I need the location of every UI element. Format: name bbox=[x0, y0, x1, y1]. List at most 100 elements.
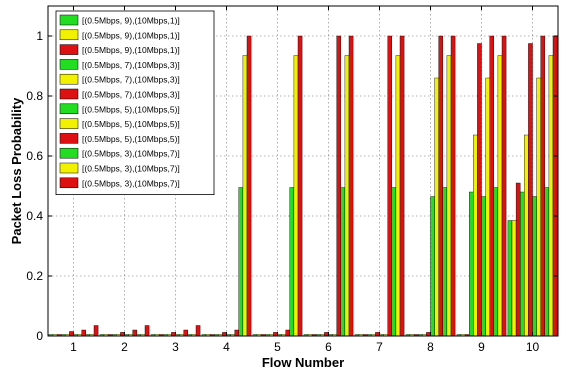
legend-label: [(0.5Mbps, 3),(10Mbps,7)] bbox=[82, 149, 180, 159]
bar bbox=[430, 196, 435, 337]
bar bbox=[144, 325, 150, 337]
legend-swatch bbox=[59, 177, 79, 189]
bar bbox=[391, 187, 397, 337]
bar bbox=[528, 43, 533, 337]
bar bbox=[297, 35, 303, 337]
bar bbox=[120, 332, 125, 337]
bar bbox=[273, 332, 278, 337]
x-tick-label: 9 bbox=[478, 340, 485, 354]
bar bbox=[238, 187, 244, 337]
x-axis-title: Flow Number bbox=[262, 355, 344, 370]
legend-label: [(0.5Mbps, 9),(10Mbps,1)] bbox=[82, 30, 180, 40]
bar bbox=[344, 55, 350, 337]
bar bbox=[324, 332, 329, 337]
legend-label: [(0.5Mbps, 3),(10Mbps,7)] bbox=[82, 164, 180, 174]
x-tick-label: 2 bbox=[121, 340, 128, 354]
bar bbox=[242, 55, 248, 337]
bar bbox=[395, 55, 401, 337]
bar bbox=[481, 196, 486, 337]
bar bbox=[515, 182, 521, 337]
legend-label: [(0.5Mbps, 5),(10Mbps,5)] bbox=[82, 134, 180, 144]
bar bbox=[544, 187, 550, 337]
bar bbox=[375, 332, 380, 337]
legend-swatch bbox=[59, 14, 79, 26]
y-tick-label: 0.8 bbox=[26, 89, 43, 103]
bar bbox=[289, 187, 295, 337]
bar bbox=[501, 35, 507, 337]
y-tick-label: 0 bbox=[36, 329, 43, 343]
bar bbox=[520, 191, 525, 337]
bar bbox=[399, 35, 405, 337]
legend-swatch bbox=[59, 133, 79, 144]
bar bbox=[489, 35, 495, 337]
bar bbox=[469, 191, 474, 337]
legend: [(0.5Mbps, 9),(10Mbps,1)] [(0.5Mbps, 9),(… bbox=[55, 10, 215, 196]
bar bbox=[426, 332, 431, 337]
bar bbox=[387, 35, 393, 337]
legend-label: [(0.5Mbps, 5),(10Mbps,5)] bbox=[82, 119, 180, 129]
x-tick-label: 3 bbox=[172, 340, 179, 354]
legend-swatch bbox=[59, 162, 79, 174]
bar bbox=[450, 35, 456, 337]
legend-swatch bbox=[59, 59, 79, 70]
legend-swatch bbox=[59, 73, 79, 85]
bar bbox=[524, 134, 529, 337]
bar bbox=[183, 329, 188, 337]
legend-swatch bbox=[59, 44, 79, 55]
bar bbox=[222, 332, 227, 337]
y-tick-label: 0.6 bbox=[26, 149, 43, 163]
bar bbox=[434, 77, 439, 337]
bar bbox=[195, 325, 201, 337]
bar bbox=[171, 332, 176, 337]
y-tick-label: 1 bbox=[36, 29, 43, 43]
legend-swatch bbox=[59, 88, 79, 100]
bar bbox=[477, 43, 482, 337]
legend-label: [(0.5Mbps, 7),(10Mbps,3)] bbox=[82, 60, 180, 70]
legend-label: [(0.5Mbps, 7),(10Mbps,3)] bbox=[82, 75, 180, 85]
bar bbox=[485, 77, 490, 337]
x-tick-label: 1 bbox=[70, 340, 77, 354]
bar bbox=[285, 329, 291, 337]
x-tick-label: 10 bbox=[526, 340, 540, 354]
bar bbox=[540, 35, 546, 337]
bar bbox=[81, 329, 86, 337]
bar bbox=[548, 55, 554, 337]
bars-layer bbox=[48, 35, 558, 337]
bar bbox=[532, 196, 537, 337]
legend-swatch bbox=[59, 103, 79, 115]
bar bbox=[234, 329, 239, 337]
x-tick-label: 5 bbox=[274, 340, 281, 354]
legend-label: [(0.5Mbps, 9),(10Mbps,1)] bbox=[82, 16, 180, 26]
legend-label: [(0.5Mbps, 9),(10Mbps,1)] bbox=[82, 45, 180, 55]
bar bbox=[93, 325, 99, 337]
legend-label: [(0.5Mbps, 3),(10Mbps,7)] bbox=[82, 178, 180, 188]
bar bbox=[536, 77, 541, 337]
legend-label: [(0.5Mbps, 7),(10Mbps,3)] bbox=[82, 90, 180, 100]
plot-frame bbox=[47, 5, 559, 337]
bar bbox=[446, 55, 452, 337]
bar bbox=[336, 35, 342, 337]
y-axis-title: Packet Loss Probability bbox=[9, 97, 24, 244]
bar bbox=[438, 35, 444, 337]
bar bbox=[69, 331, 74, 337]
legend-box bbox=[55, 10, 215, 196]
legend-swatch bbox=[59, 29, 79, 41]
bar bbox=[293, 55, 299, 337]
bar bbox=[511, 220, 517, 337]
y-tick-label: 0.2 bbox=[26, 269, 43, 283]
legend-swatch bbox=[59, 147, 79, 159]
bar bbox=[493, 187, 499, 337]
x-tick-label: 7 bbox=[376, 340, 383, 354]
x-tick-label: 4 bbox=[223, 340, 230, 354]
axes: 0 0.2 0.4 0.6 0.8 1 1 2 3 4 5 6 7 8 9 10 bbox=[26, 6, 558, 354]
bar bbox=[246, 35, 252, 337]
bar bbox=[442, 187, 448, 337]
bar bbox=[348, 35, 354, 337]
bar bbox=[497, 55, 503, 337]
legend-label: [(0.5Mbps, 5),(10Mbps,5)] bbox=[82, 104, 180, 114]
legend-swatch bbox=[59, 118, 79, 129]
x-tick-label: 6 bbox=[325, 340, 332, 354]
bar bbox=[507, 220, 513, 337]
bar bbox=[473, 134, 478, 337]
bar bbox=[132, 329, 137, 337]
